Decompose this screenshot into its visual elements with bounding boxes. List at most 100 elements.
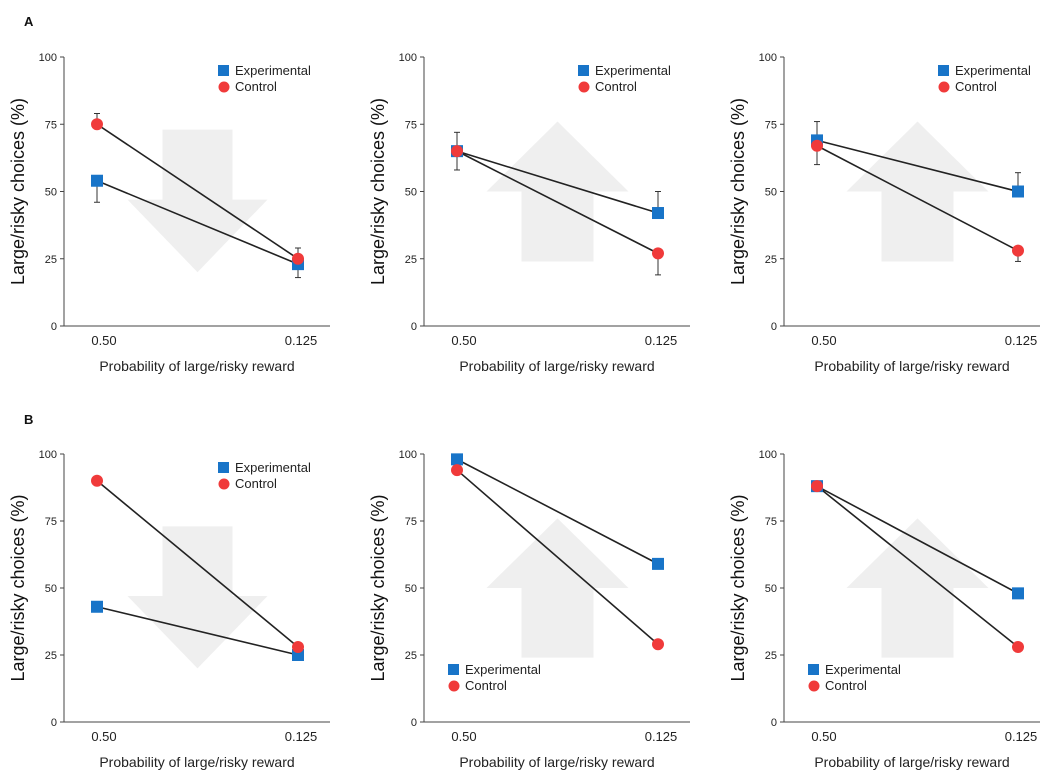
chart-panel-b-1: 0 25 50 75 100 0.50 0.125 Probability of large/… — [8, 449, 330, 770]
series-line-control — [816, 485, 1019, 648]
legend-marker-control — [218, 478, 230, 490]
y-tick-label: 100 — [759, 52, 777, 64]
data-point-control — [652, 247, 664, 260]
x-axis-label: Probability of large/risky reward — [459, 754, 654, 770]
x-axis-label: Probability of large/risky reward — [814, 754, 1009, 770]
y-tick-label: 0 — [411, 321, 417, 333]
row-label-b: B — [24, 412, 33, 427]
legend-label-experimental: Experimental — [595, 63, 671, 78]
legend-marker-experimental — [938, 65, 949, 76]
y-tick-label: 50 — [765, 187, 777, 199]
y-tick-label: 75 — [405, 516, 417, 528]
y-tick-label: 75 — [405, 119, 417, 131]
x-tick-label: 0.125 — [645, 333, 678, 348]
row-label-a: A — [24, 14, 34, 29]
y-axis-label: Large/risky choices (%) — [368, 494, 388, 681]
series-line-experimental — [96, 605, 299, 656]
y-tick-label: 100 — [39, 449, 57, 461]
legend-marker-control — [578, 81, 590, 93]
legend-label-control: Control — [235, 476, 277, 491]
x-axis-label: Probability of large/risky reward — [459, 358, 654, 374]
x-tick-label: 0.50 — [811, 333, 836, 348]
y-tick-label: 50 — [45, 583, 57, 595]
data-point-control — [292, 640, 304, 653]
y-tick-label: 100 — [39, 52, 57, 64]
data-point-control — [91, 118, 103, 131]
series-line-experimental — [816, 139, 1019, 193]
y-tick-label: 50 — [765, 583, 777, 595]
data-point-experimental — [451, 453, 463, 466]
legend-marker-control — [938, 81, 950, 93]
series-line-control — [96, 480, 299, 648]
y-tick-label: 0 — [771, 321, 777, 333]
y-axis-label: Large/risky choices (%) — [368, 98, 388, 285]
legend-marker-experimental — [578, 65, 589, 76]
legend-marker-experimental — [218, 462, 229, 473]
direction-arrow-down — [127, 526, 268, 669]
y-tick-label: 25 — [765, 254, 777, 266]
data-point-control — [451, 464, 463, 477]
x-tick-label: 0.50 — [91, 333, 116, 348]
legend-marker-control — [808, 680, 820, 692]
legend-label-control: Control — [235, 79, 277, 94]
y-tick-label: 50 — [405, 187, 417, 199]
legend-label-experimental: Experimental — [465, 662, 541, 677]
y-tick-label: 50 — [45, 187, 57, 199]
x-axis-label: Probability of large/risky reward — [99, 358, 294, 374]
data-point-experimental — [1012, 587, 1024, 600]
y-axis-label: Large/risky choices (%) — [8, 494, 28, 681]
legend-marker-experimental — [218, 65, 229, 76]
legend-label-experimental: Experimental — [955, 63, 1031, 78]
data-point-control — [91, 474, 103, 487]
series-line-control — [816, 145, 1019, 252]
series-line-experimental — [96, 180, 299, 265]
x-tick-label: 0.50 — [451, 729, 476, 744]
legend-marker-experimental — [448, 664, 459, 675]
chart-panel-a-2: 0 25 50 75 100 0.50 0.125 Probability of large/… — [368, 52, 690, 374]
y-tick-label: 0 — [51, 321, 57, 333]
y-axis-label: Large/risky choices (%) — [728, 98, 748, 285]
y-tick-label: 25 — [45, 650, 57, 662]
y-tick-label: 25 — [45, 254, 57, 266]
direction-arrow-up — [486, 518, 629, 658]
series-line-control — [456, 150, 659, 255]
data-point-control — [652, 638, 664, 651]
data-point-experimental — [652, 207, 664, 220]
legend-marker-experimental — [808, 664, 819, 675]
x-tick-label: 0.125 — [645, 729, 678, 744]
y-axis-label: Large/risky choices (%) — [8, 98, 28, 285]
y-tick-label: 100 — [759, 449, 777, 461]
data-point-experimental — [652, 557, 664, 570]
y-tick-label: 100 — [399, 449, 417, 461]
y-axis-label: Large/risky choices (%) — [728, 494, 748, 681]
x-tick-label: 0.125 — [285, 729, 318, 744]
series-line-control — [96, 123, 299, 260]
y-tick-label: 75 — [765, 119, 777, 131]
y-tick-label: 100 — [399, 52, 417, 64]
y-tick-label: 75 — [45, 119, 57, 131]
data-point-control — [811, 480, 823, 493]
y-tick-label: 25 — [405, 650, 417, 662]
legend-label-control: Control — [955, 79, 997, 94]
legend-label-experimental: Experimental — [235, 460, 311, 475]
direction-arrow-up — [486, 121, 629, 262]
data-point-experimental — [91, 174, 103, 187]
direction-arrow-up — [846, 518, 989, 658]
x-tick-label: 0.125 — [1005, 333, 1038, 348]
x-axis-label: Probability of large/risky reward — [814, 358, 1009, 374]
series-line-experimental — [816, 485, 1019, 595]
y-tick-label: 75 — [765, 516, 777, 528]
x-axis-label: Probability of large/risky reward — [99, 754, 294, 770]
legend-label-experimental: Experimental — [825, 662, 901, 677]
direction-arrow-up — [846, 121, 989, 262]
chart-panel-a-1: 0 25 50 75 100 0.50 0.125 Probability of large/… — [8, 52, 330, 374]
legend-label-control: Control — [825, 678, 867, 693]
x-tick-label: 0.125 — [285, 333, 318, 348]
x-tick-label: 0.50 — [811, 729, 836, 744]
data-point-experimental — [91, 600, 103, 613]
legend-marker-control — [218, 81, 230, 93]
data-point-control — [1012, 244, 1024, 257]
y-tick-label: 0 — [411, 717, 417, 729]
y-tick-label: 75 — [45, 516, 57, 528]
